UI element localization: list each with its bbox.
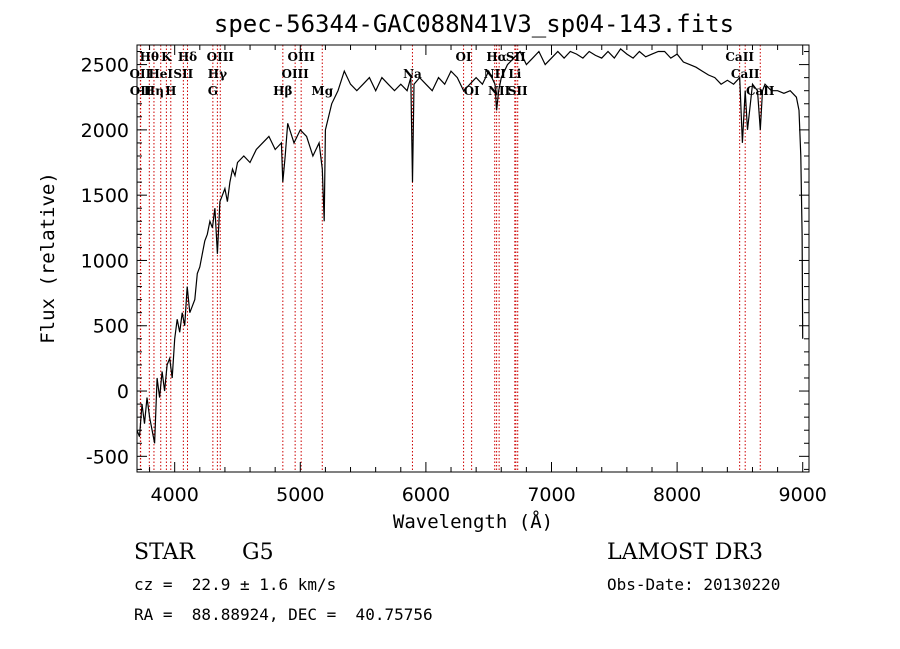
line-label-26: CaII xyxy=(731,67,760,81)
survey-name: LAMOST DR3 xyxy=(607,540,763,565)
x-tick-label-0: 4000 xyxy=(151,484,199,506)
subclass: G5 xyxy=(242,540,274,565)
y-tick-label-6: 2500 xyxy=(81,55,129,77)
chart-title: spec-56344-GAC088N41V3_sp04-143.fits xyxy=(214,10,734,38)
line-label-6: SII xyxy=(173,67,193,81)
y-tick-label-3: 1000 xyxy=(81,250,129,272)
line-label-13: OIII xyxy=(288,50,316,64)
redshift-text: cz = 22.9 ± 1.6 km/s xyxy=(134,575,337,594)
line-label-21: NII xyxy=(484,67,507,81)
x-tick-label-5: 9000 xyxy=(779,484,827,506)
y-tick-label-5: 2000 xyxy=(81,120,129,142)
line-label-1: OII xyxy=(130,67,152,81)
y-axis-label: Flux (relative) xyxy=(37,172,59,344)
line-label-3: Hη xyxy=(144,84,164,98)
line-label-17: OI xyxy=(456,50,472,64)
line-label-8: Hδ xyxy=(178,50,197,64)
spectrum-line xyxy=(136,48,804,444)
x-tick-label-4: 8000 xyxy=(653,484,701,506)
line-label-24: SII xyxy=(508,84,528,98)
line-label-14: OIII xyxy=(281,67,309,81)
line-label-7: H xyxy=(165,84,176,98)
line-label-9: OIII xyxy=(207,50,235,64)
line-label-15: Mg xyxy=(311,84,333,98)
y-tick-label-2: 500 xyxy=(93,316,129,338)
x-tick-label-2: 6000 xyxy=(402,484,450,506)
y-axis: -500 0 500 1000 1500 2000 2500 xyxy=(81,51,809,470)
line-label-11: G xyxy=(208,84,218,98)
coordinates: RA = 88.88924, DEC = 40.75756 xyxy=(134,605,433,624)
x-tick-label-3: 7000 xyxy=(527,484,575,506)
line-label-19: Hα xyxy=(486,50,507,64)
line-label-4: HeI xyxy=(148,67,173,81)
line-label-5: K xyxy=(161,50,172,64)
x-tick-label-1: 5000 xyxy=(276,484,324,506)
obs-date: Obs-Date: 20130220 xyxy=(607,575,781,594)
line-label-16: Na xyxy=(403,67,422,81)
x-axis: 4000 5000 6000 7000 8000 9000 xyxy=(149,45,827,506)
plot-frame xyxy=(136,44,810,473)
line-label-22: Li xyxy=(508,67,521,81)
line-label-18: OI xyxy=(464,84,480,98)
line-label-27: CaII xyxy=(746,84,775,98)
spectral-line-markers xyxy=(139,45,761,472)
y-tick-label-0: -500 xyxy=(86,446,129,468)
x-axis-label: Wavelength (Å) xyxy=(393,510,553,533)
y-tick-label-4: 1500 xyxy=(81,185,129,207)
line-label-10: Hγ xyxy=(208,67,227,81)
line-label-23: NII xyxy=(488,84,511,98)
object-class: STAR xyxy=(134,540,195,565)
line-label-0: Hθ xyxy=(140,50,159,64)
line-label-25: CaII xyxy=(725,50,754,64)
y-tick-label-1: 0 xyxy=(117,381,129,403)
line-label-12: Hβ xyxy=(273,84,292,98)
